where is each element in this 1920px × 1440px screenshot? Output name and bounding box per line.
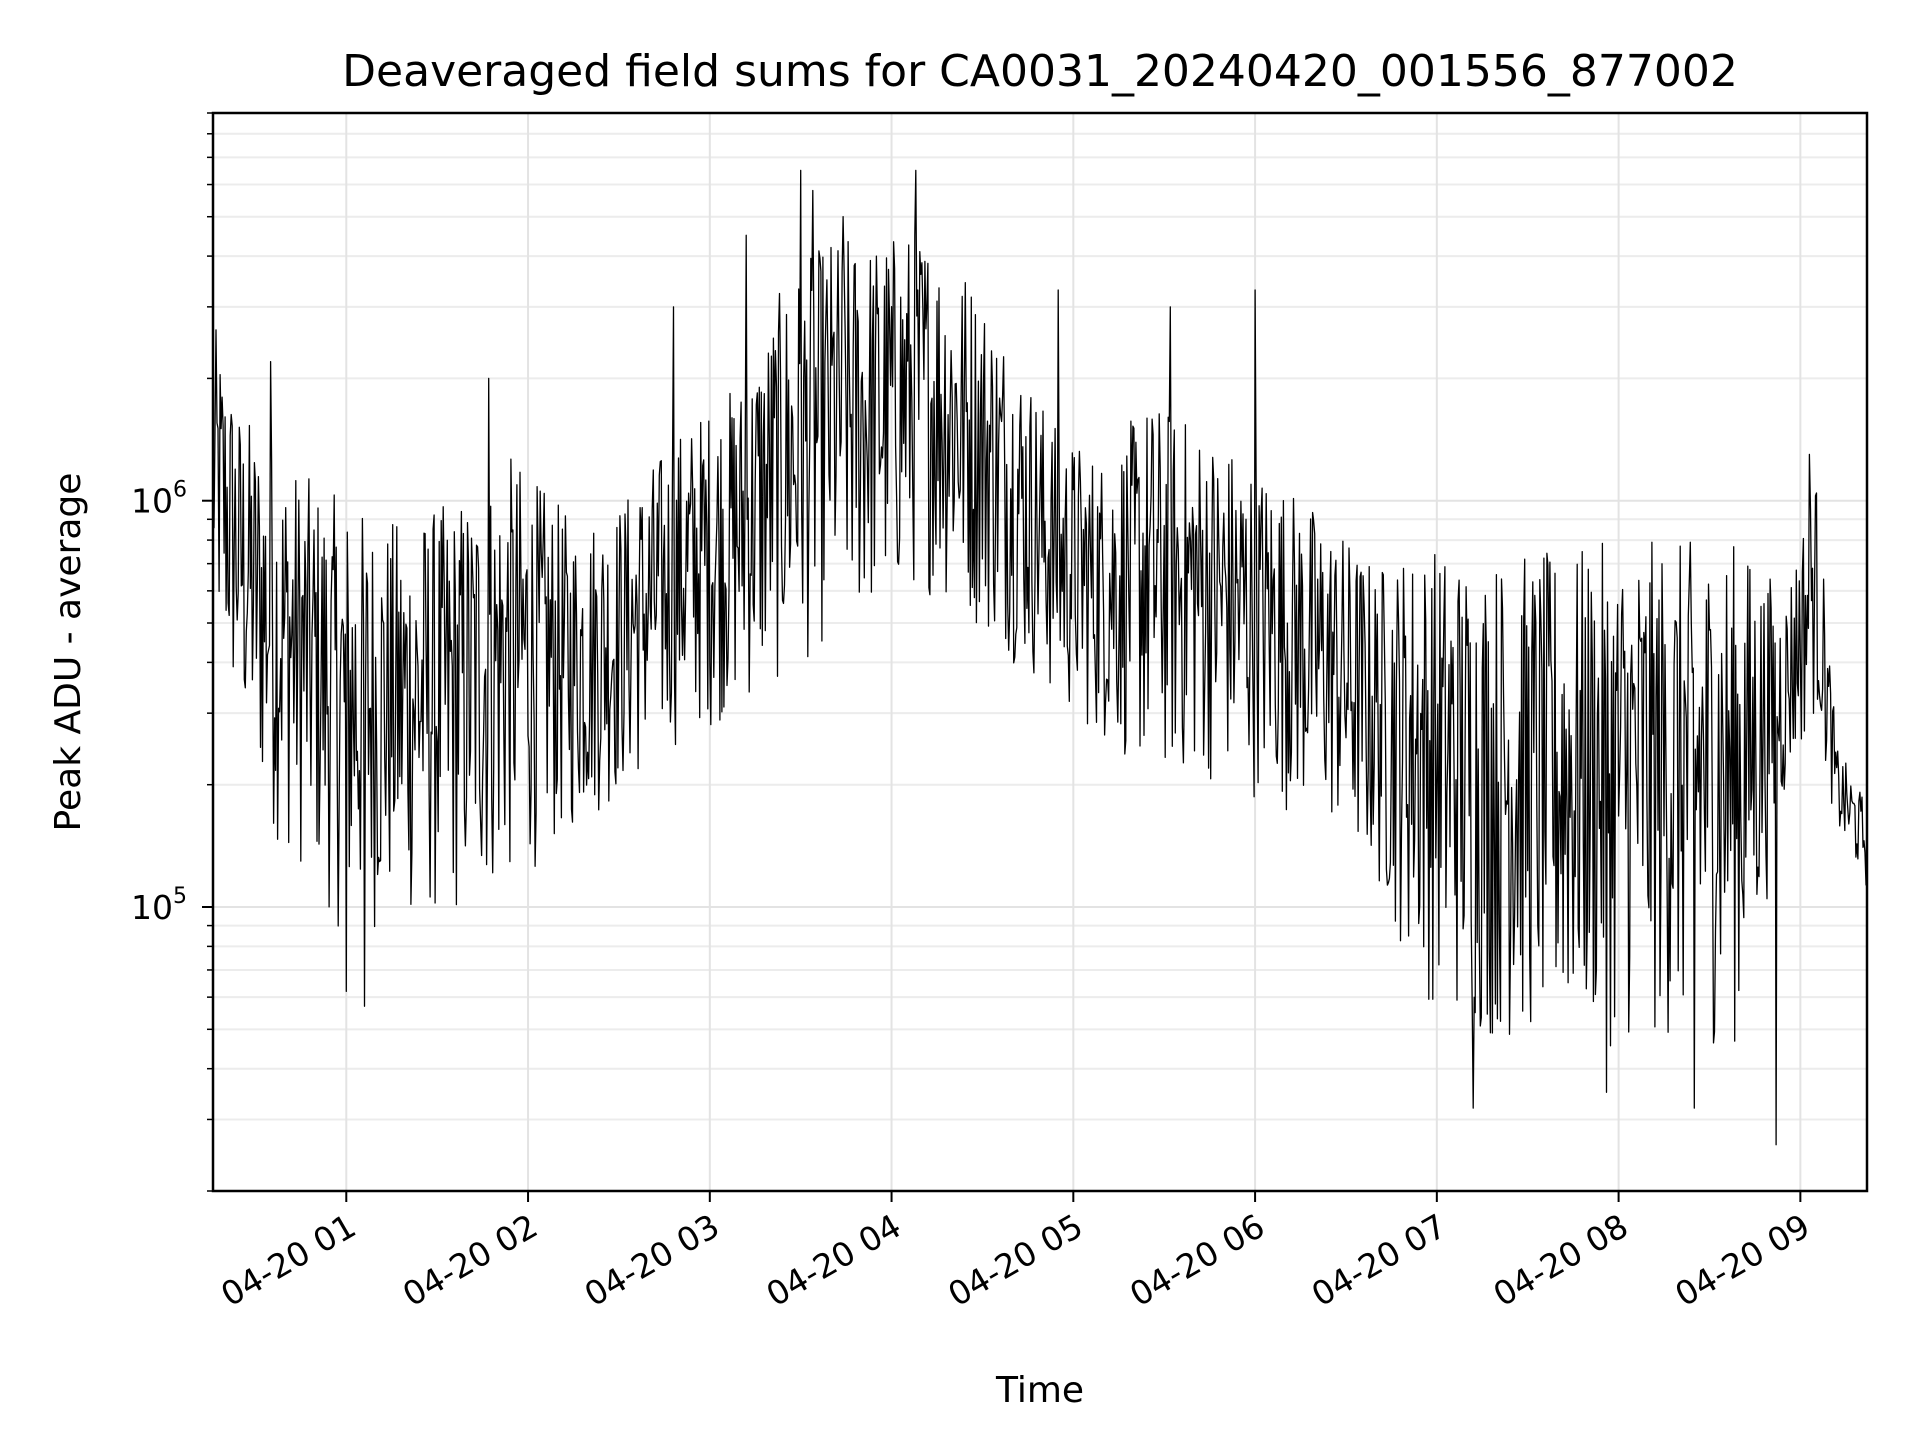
y-axis-label: Peak ADU - average [48, 473, 89, 832]
series-layer [213, 169, 1867, 1146]
chart-title: Deaveraged field sums for CA0031_2024042… [342, 46, 1738, 97]
x-axis-label: Time [995, 1370, 1084, 1411]
series-line [213, 169, 1867, 1146]
plot-frame [211, 111, 1869, 1193]
